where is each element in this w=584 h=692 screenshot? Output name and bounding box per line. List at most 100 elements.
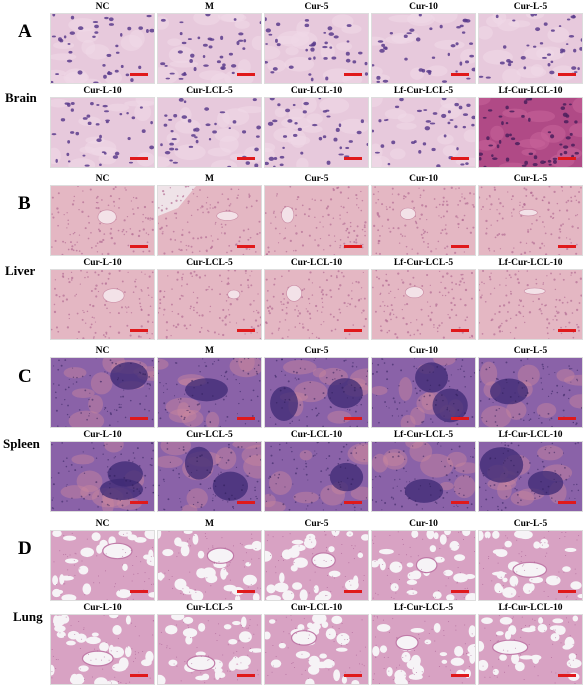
scale-bar [558, 329, 576, 332]
micrograph-cell: NC [50, 517, 155, 601]
micrograph-cell: Cur-L-10 [50, 428, 155, 512]
micrograph-cell: M [157, 172, 262, 256]
spleen-micrograph [478, 357, 583, 428]
lung-micrograph [371, 530, 476, 601]
liver-micrograph [157, 269, 262, 340]
scale-bar [130, 157, 148, 160]
micrograph-cell: NC [50, 344, 155, 428]
group-label: Cur-L-10 [83, 603, 122, 613]
group-label: Cur-LCL-10 [290, 258, 343, 268]
he-stain-image [265, 442, 368, 511]
liver-micrograph [478, 269, 583, 340]
micrograph-cell: Cur-LCL-10 [264, 84, 369, 168]
group-label: Cur-LCL-5 [186, 86, 233, 96]
liver-micrograph [50, 269, 155, 340]
micrograph-cell: M [157, 344, 262, 428]
he-stain-image [158, 270, 261, 339]
liver-micrograph [478, 185, 583, 256]
micrograph-cell: Cur-LCL-10 [264, 601, 369, 685]
group-label: Cur-L-5 [513, 346, 548, 356]
micrograph-cell: Lf-Cur-LCL-5 [371, 601, 476, 685]
spleen-micrograph [478, 441, 583, 512]
group-label: Cur-5 [304, 519, 329, 529]
group-label: Lf-Cur-LCL-5 [393, 430, 454, 440]
brain-micrograph [264, 97, 369, 168]
group-label: NC [95, 174, 110, 184]
scale-bar [558, 245, 576, 248]
brain-micrograph [478, 13, 583, 84]
scale-bar [344, 417, 362, 420]
scale-bar [344, 73, 362, 76]
brain-micrograph [157, 13, 262, 84]
group-label: Cur-5 [304, 2, 329, 12]
group-label: Cur-LCL-5 [186, 258, 233, 268]
organ-label: Lung [13, 609, 43, 624]
group-label: Cur-L-5 [513, 174, 548, 184]
lung-micrograph [50, 530, 155, 601]
he-stain-image [51, 531, 154, 600]
he-stain-image [479, 270, 582, 339]
scale-bar [130, 245, 148, 248]
group-label: Cur-5 [304, 174, 329, 184]
spleen-micrograph [157, 441, 262, 512]
he-stain-image [265, 98, 368, 167]
he-stain-image [372, 186, 475, 255]
micrograph-cell: Cur-5 [264, 344, 369, 428]
he-stain-image [265, 615, 368, 684]
organ-label: Liver [5, 263, 36, 278]
micrograph-cell: Cur-5 [264, 517, 369, 601]
liver-micrograph [50, 185, 155, 256]
organ-label: Brain [5, 90, 37, 105]
group-label: Cur-10 [409, 174, 438, 184]
scale-bar [451, 157, 469, 160]
scale-bar [558, 674, 576, 677]
scale-bar [130, 329, 148, 332]
group-label: Lf-Cur-LCL-10 [498, 258, 563, 268]
he-stain-image [479, 98, 582, 167]
spleen-micrograph [50, 357, 155, 428]
scale-bar [237, 501, 255, 504]
micrograph-cell: Lf-Cur-LCL-10 [478, 601, 583, 685]
group-label: Cur-L-10 [83, 430, 122, 440]
scale-bar [237, 157, 255, 160]
group-label: Cur-LCL-10 [290, 430, 343, 440]
lung-micrograph [478, 614, 583, 685]
scale-bar [130, 674, 148, 677]
scale-bar [558, 501, 576, 504]
spleen-micrograph [264, 357, 369, 428]
group-label: Cur-LCL-5 [186, 430, 233, 440]
he-stain-image [265, 186, 368, 255]
scale-bar [451, 501, 469, 504]
scale-bar [344, 501, 362, 504]
group-label: NC [95, 2, 110, 12]
he-stain-image [51, 615, 154, 684]
micrograph-cell: Lf-Cur-LCL-5 [371, 84, 476, 168]
micrograph-cell: Cur-10 [371, 172, 476, 256]
group-label: Lf-Cur-LCL-5 [393, 258, 454, 268]
group-label: Cur-10 [409, 346, 438, 356]
scale-bar [344, 590, 362, 593]
micrograph-cell: Cur-10 [371, 517, 476, 601]
scale-bar [237, 674, 255, 677]
brain-micrograph [371, 13, 476, 84]
he-stain-image [158, 615, 261, 684]
lung-micrograph [371, 614, 476, 685]
micrograph-cell: Lf-Cur-LCL-10 [478, 256, 583, 340]
scale-bar [237, 73, 255, 76]
scale-bar [237, 590, 255, 593]
micrograph-cell: Lf-Cur-LCL-5 [371, 256, 476, 340]
liver-micrograph [371, 269, 476, 340]
scale-bar [130, 417, 148, 420]
group-label: Lf-Cur-LCL-10 [498, 430, 563, 440]
lung-micrograph [50, 614, 155, 685]
liver-micrograph [371, 185, 476, 256]
scale-bar [130, 73, 148, 76]
he-stain-image [51, 98, 154, 167]
he-stain-image [479, 442, 582, 511]
scale-bar [451, 674, 469, 677]
brain-micrograph [157, 97, 262, 168]
he-stain-image [51, 442, 154, 511]
he-stain-image [158, 186, 261, 255]
scale-bar [130, 501, 148, 504]
group-label: Lf-Cur-LCL-10 [498, 603, 563, 613]
